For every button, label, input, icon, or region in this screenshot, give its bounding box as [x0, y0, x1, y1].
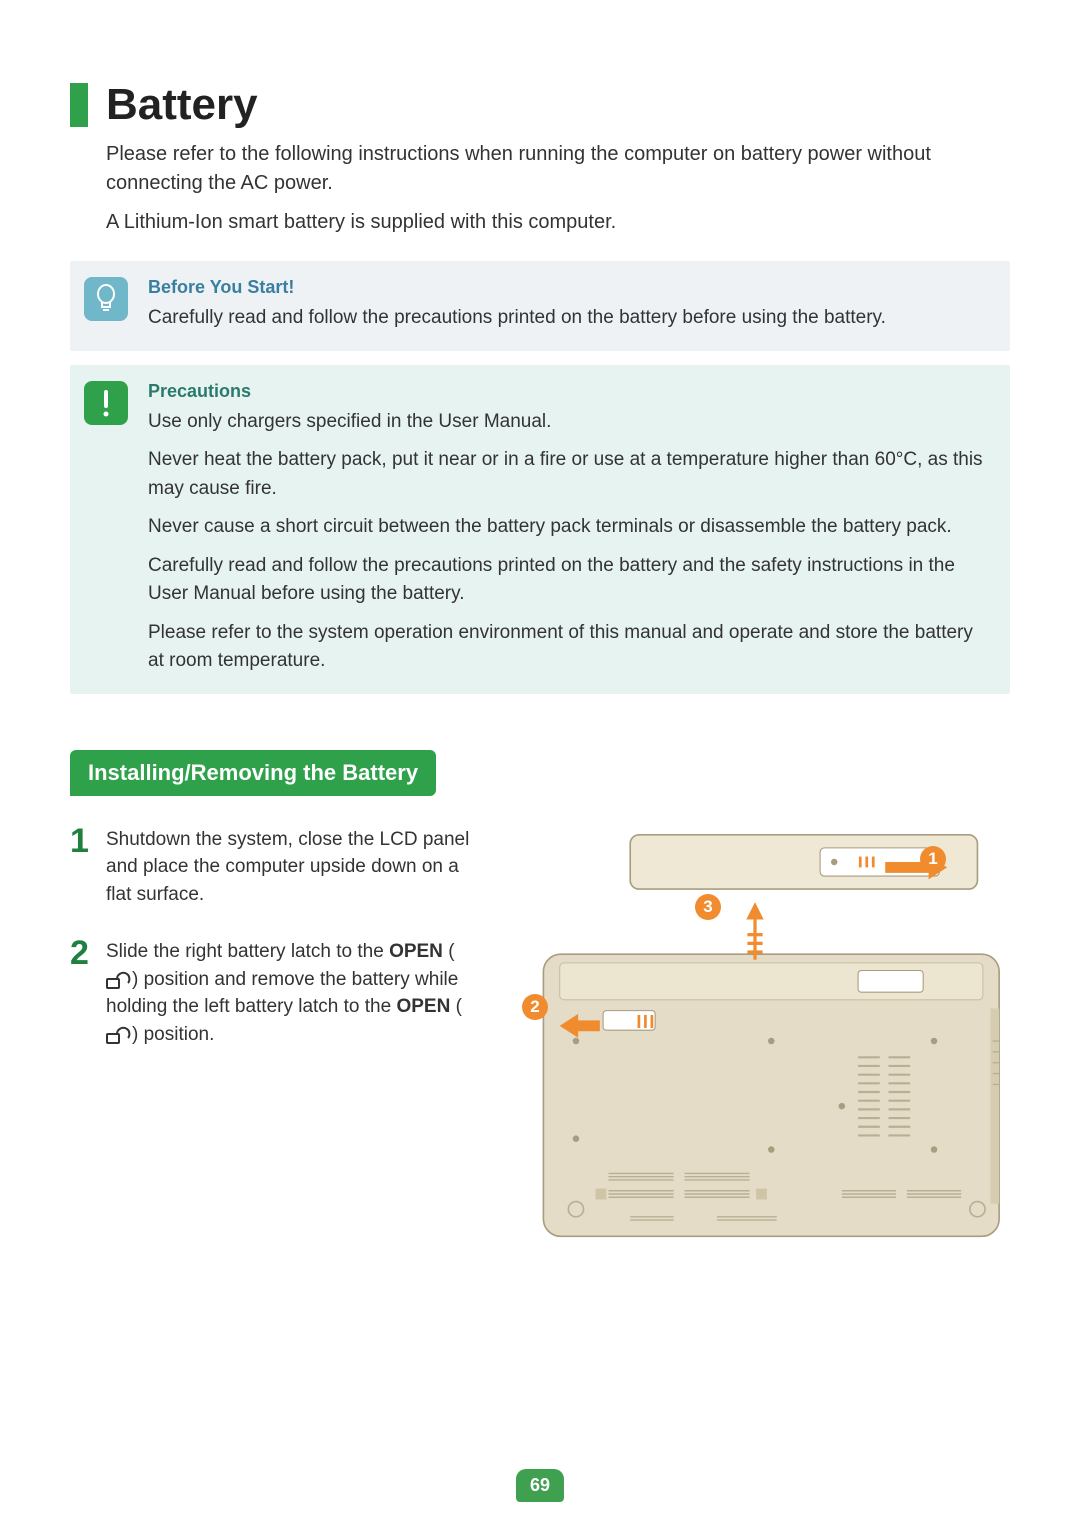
- precautions-box: Precautions Use only chargers specified …: [70, 365, 1010, 694]
- section-heading: Installing/Removing the Battery: [70, 750, 436, 796]
- unlock-icon: [106, 1026, 132, 1044]
- exclamation-icon: [84, 381, 128, 425]
- precautions-heading: Precautions: [148, 381, 990, 402]
- intro-paragraph-2: A Lithium-Ion smart battery is supplied …: [106, 208, 1010, 237]
- tip-body: Carefully read and follow the precaution…: [148, 304, 990, 333]
- precautions-line: Never heat the battery pack, put it near…: [148, 446, 990, 503]
- step-2-bold2: OPEN: [396, 996, 450, 1017]
- title-accent-bar: [70, 83, 88, 127]
- page-number: 69: [516, 1469, 564, 1502]
- precautions-line: Use only chargers specified in the User …: [148, 408, 990, 437]
- step-1: 1 Shutdown the system, close the LCD pan…: [70, 824, 470, 909]
- step-number: 2: [70, 936, 106, 1048]
- step-2-bold1: OPEN: [389, 941, 443, 962]
- diagram-marker-1: 1: [920, 846, 946, 872]
- page-title: Battery: [106, 80, 258, 130]
- diagram-marker-3: 3: [695, 894, 721, 920]
- page-title-row: Battery: [70, 80, 1010, 130]
- step-2-mid3: (: [450, 996, 462, 1017]
- diagram-marker-2: 2: [522, 994, 548, 1020]
- unlock-icon: [106, 971, 132, 989]
- laptop-diagram: 1 2 3: [500, 824, 1010, 1263]
- precautions-line: Never cause a short circuit between the …: [148, 513, 990, 542]
- step-2-text: Slide the right battery latch to the OPE…: [106, 938, 470, 1048]
- tip-box: Before You Start! Carefully read and fol…: [70, 261, 1010, 351]
- precautions-line: Please refer to the system operation env…: [148, 619, 990, 676]
- intro-paragraph-1: Please refer to the following instructio…: [106, 140, 1010, 198]
- step-2: 2 Slide the right battery latch to the O…: [70, 936, 470, 1048]
- tip-heading: Before You Start!: [148, 277, 990, 298]
- lightbulb-icon: [84, 277, 128, 321]
- precautions-line: Carefully read and follow the precaution…: [148, 552, 990, 609]
- step-number: 1: [70, 824, 106, 909]
- step-2-end: ) position.: [132, 1024, 214, 1045]
- step-2-mid1: (: [443, 941, 455, 962]
- step-2-pre: Slide the right battery latch to the: [106, 941, 389, 962]
- step-1-text: Shutdown the system, close the LCD panel…: [106, 826, 470, 909]
